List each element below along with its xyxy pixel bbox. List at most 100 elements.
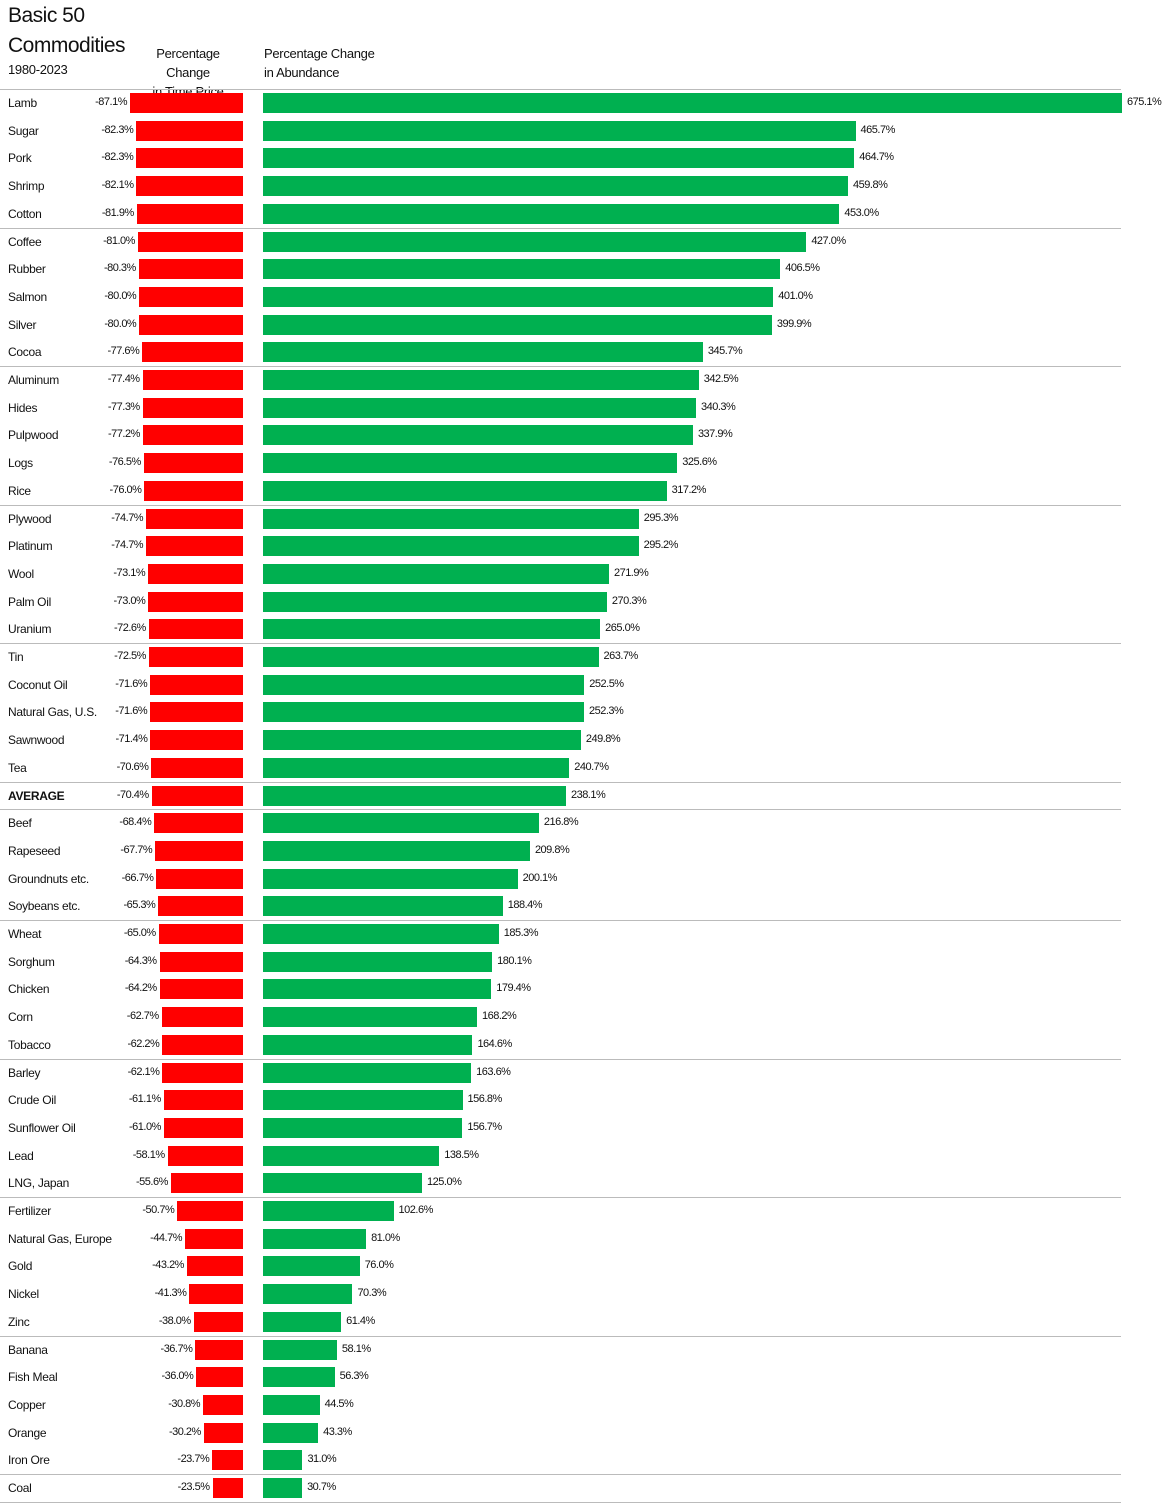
price-bar [151, 757, 243, 778]
price-value-label: -30.8% [168, 1397, 201, 1410]
abundance-value-label: 675.1% [1127, 96, 1162, 108]
abundance-value-label: 295.3% [643, 511, 679, 524]
row-divider [0, 1335, 1121, 1337]
abundance-bar [263, 1117, 463, 1138]
row-label: Fertilizer [8, 1204, 52, 1218]
abundance-bar [263, 1007, 478, 1028]
abundance-value-label: 156.8% [467, 1093, 503, 1106]
abundance-bar [263, 813, 539, 834]
price-value-label: -44.7% [150, 1231, 183, 1244]
row-label: Platinum [8, 539, 53, 554]
abundance-bar [263, 93, 1122, 113]
abundance-bar [263, 1201, 394, 1221]
abundance-bar [263, 342, 703, 363]
abundance-bar [263, 370, 699, 390]
price-bar [142, 425, 243, 446]
abundance-bar [263, 702, 585, 723]
row-label: Banana [8, 1342, 48, 1357]
abundance-bar [263, 979, 492, 1000]
abundance-value-label: 58.1% [341, 1342, 371, 1355]
price-bar [136, 120, 243, 141]
row-divider [0, 920, 1121, 921]
abundance-value-label: 252.5% [589, 677, 624, 690]
abundance-value-label: 168.2% [482, 1010, 517, 1023]
row-label: Rapeseed [8, 843, 61, 858]
abundance-value-label: 464.7% [859, 151, 894, 164]
row-label: Palm Oil [8, 594, 51, 609]
price-bar [162, 1062, 243, 1083]
row-label: Groundnuts etc. [8, 871, 89, 886]
price-bar [185, 1228, 243, 1249]
price-bar [148, 591, 243, 612]
abundance-value-label: 61.4% [346, 1314, 375, 1327]
row-label: Shrimp [8, 179, 45, 194]
abundance-value-label: 138.5% [444, 1148, 479, 1161]
price-value-label: -41.3% [154, 1287, 187, 1300]
abundance-value-label: 238.1% [570, 788, 606, 801]
abundance-value-label: 252.3% [589, 705, 624, 718]
price-bar [148, 619, 243, 640]
row-label: Pulpwood [8, 428, 59, 443]
abundance-bar [263, 1311, 342, 1332]
row-label: Nickel [8, 1287, 39, 1302]
abundance-value-label: 31.0% [307, 1453, 337, 1466]
price-bar [186, 1256, 243, 1277]
row-divider [0, 504, 1121, 506]
row-label: Wheat [8, 927, 42, 941]
abundance-value-label: 180.1% [497, 954, 532, 967]
row-label: Sunflower Oil [8, 1120, 76, 1135]
abundance-bar [263, 757, 570, 778]
abundance-value-label: 427.0% [811, 234, 846, 247]
row-label: Tin [8, 650, 24, 664]
abundance-value-label: 270.3% [611, 594, 647, 607]
price-value-label: -23.7% [177, 1453, 210, 1466]
row-label: Aluminum [8, 373, 59, 387]
price-bar [170, 1173, 243, 1194]
abundance-bar [263, 1339, 337, 1360]
price-value-label: -82.1% [101, 179, 134, 192]
row-label: Lead [8, 1148, 34, 1163]
price-value-label: -82.3% [101, 123, 134, 136]
abundance-value-label: 200.1% [522, 871, 558, 884]
abundance-value-label: 76.0% [364, 1259, 394, 1272]
abundance-bar [263, 1062, 472, 1083]
row-label: Chicken [8, 982, 50, 997]
price-bar [162, 1034, 243, 1055]
abundance-bar [263, 453, 678, 474]
price-value-label: -77.2% [108, 428, 140, 441]
abundance-bar [263, 1284, 353, 1305]
abundance-bar [263, 231, 807, 252]
abundance-bar [263, 314, 772, 335]
abundance-bar [263, 785, 566, 806]
row-label: Zinc [8, 1314, 30, 1329]
chart-subtitle: 1980-2023 [8, 62, 68, 77]
abundance-bar [263, 1228, 367, 1249]
row-label: Logs [8, 456, 33, 471]
price-bar [163, 1090, 243, 1111]
price-bar [148, 647, 243, 667]
row-label: Gold [8, 1259, 33, 1274]
price-bar [138, 259, 243, 280]
price-bar [143, 453, 243, 474]
row-label: Sawnwood [8, 733, 65, 748]
abundance-value-label: 345.7% [707, 345, 743, 358]
abundance-bar [263, 896, 503, 917]
price-value-label: -81.9% [101, 206, 134, 219]
abundance-value-label: 102.6% [398, 1204, 434, 1216]
row-label: Barley [8, 1065, 41, 1080]
price-bar [150, 730, 243, 751]
abundance-bar [263, 1256, 360, 1277]
row-label: Natural Gas, Europe [8, 1231, 112, 1246]
price-value-label: -23.5% [177, 1481, 210, 1493]
abundance-header-line2: in Abundance [264, 65, 340, 80]
price-bar [130, 93, 243, 113]
row-label: Hides [8, 400, 38, 415]
chart-title-line1: Basic 50 [8, 4, 85, 27]
price-value-label: -61.0% [129, 1120, 161, 1133]
abundance-bar [263, 1367, 335, 1388]
row-label: Tea [8, 760, 27, 775]
price-value-label: -61.1% [128, 1093, 161, 1106]
abundance-bar [263, 259, 781, 280]
row-label: Natural Gas, U.S. [8, 705, 97, 720]
price-value-label: -71.6% [115, 705, 148, 718]
